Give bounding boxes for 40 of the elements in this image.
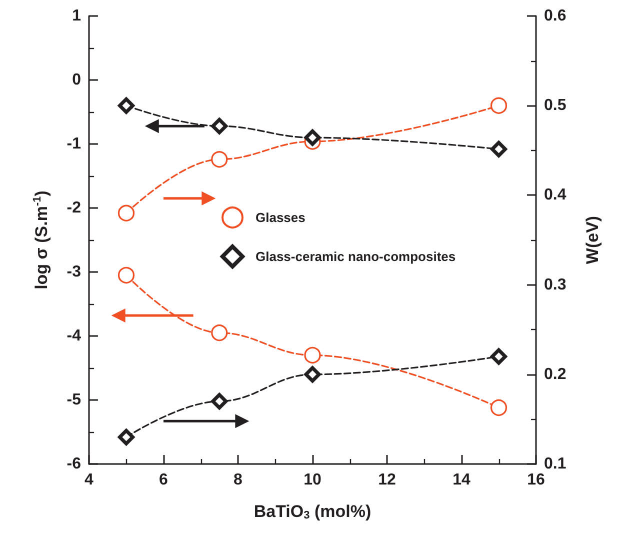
point xyxy=(211,324,228,342)
point xyxy=(490,348,507,365)
point xyxy=(490,399,508,416)
point xyxy=(118,266,135,284)
x-tick-label: 4 xyxy=(84,472,94,488)
y2-axis-title: W(eV) xyxy=(583,216,602,264)
point xyxy=(304,129,321,146)
point xyxy=(490,140,507,158)
x-tick-label: 6 xyxy=(159,472,168,488)
x-tick-label: 14 xyxy=(452,472,470,488)
point xyxy=(490,97,508,114)
y2-tick-label: 0.6 xyxy=(544,8,566,24)
y-tick-label: -5 xyxy=(66,392,82,408)
y-tick-label: -1 xyxy=(66,136,82,152)
point xyxy=(211,393,228,410)
legend-label: Glasses xyxy=(256,210,306,225)
legend-label: Glass-ceramic nano-composites xyxy=(256,249,456,264)
point xyxy=(118,428,134,446)
x-tick-label: 10 xyxy=(304,472,322,488)
y2-tick-label: 0.4 xyxy=(544,186,566,204)
point xyxy=(118,204,135,222)
point xyxy=(211,151,228,168)
y2-tick-label: 0.5 xyxy=(544,97,566,114)
y-tick-label: -3 xyxy=(66,264,82,280)
y-tick-label: 0 xyxy=(72,72,82,88)
point xyxy=(304,366,321,383)
point xyxy=(211,118,228,134)
point xyxy=(304,346,321,364)
x-tick-label: 8 xyxy=(234,472,243,488)
y2-tick-label: 0.3 xyxy=(544,276,566,294)
y-tick-label: -4 xyxy=(66,328,82,344)
y-tick-label: 1 xyxy=(72,8,82,24)
y-tick-label: -6 xyxy=(66,456,82,472)
y2-tick-label: 0.2 xyxy=(544,366,566,383)
x-tick-label: 12 xyxy=(378,472,396,488)
y2-tick-label: 0.1 xyxy=(544,456,566,472)
y-axis-title: log σ (S.m-1) xyxy=(32,190,51,290)
point xyxy=(118,97,134,114)
x-tick-label: 16 xyxy=(527,472,545,488)
y-tick-label: -2 xyxy=(66,200,82,216)
